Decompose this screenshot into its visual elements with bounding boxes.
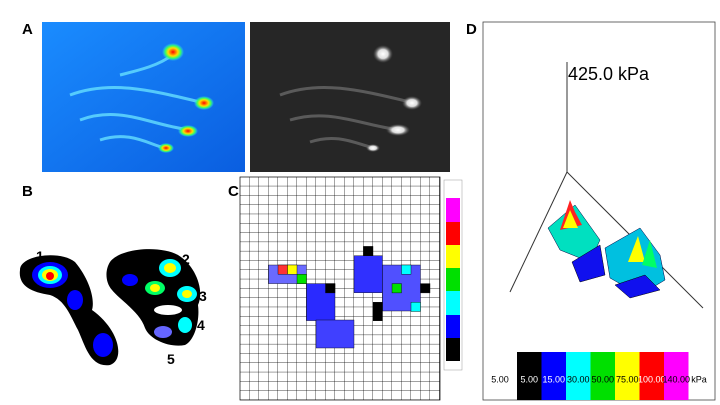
blob: [178, 317, 192, 333]
cell: [401, 264, 412, 275]
streak: [69, 85, 201, 104]
cell: [391, 283, 402, 294]
colorbar-cell: [446, 222, 460, 245]
pressure-map: [19, 249, 201, 366]
peak-label: 425.0 kPa: [568, 64, 650, 84]
hotspot: [178, 125, 198, 137]
cell: [363, 246, 374, 256]
scale-label: 15.00: [542, 374, 565, 384]
colorbar-cell: [446, 198, 460, 222]
hotspot: [162, 43, 184, 61]
cell: [277, 264, 288, 275]
image-bg: [250, 22, 450, 172]
colorbar-cell: [446, 268, 460, 291]
scale-unit: kPa: [691, 374, 707, 384]
grayscale-image: [250, 22, 450, 172]
panel-label: A: [22, 21, 33, 38]
cell: [372, 302, 383, 322]
spot: [402, 96, 422, 110]
cell: [296, 274, 307, 284]
blob: [93, 333, 113, 357]
grid-colorbar: [443, 179, 463, 371]
streak: [279, 85, 411, 104]
colorbar-cell: [446, 338, 460, 361]
plot-frame: [482, 21, 716, 401]
cell: [410, 302, 421, 312]
region-label: 1: [36, 248, 44, 264]
colorbar-cell: [446, 245, 460, 268]
region-labels: 1 2 3 4 5: [36, 248, 207, 367]
blob: [154, 326, 172, 338]
spot: [366, 144, 380, 152]
surface: [628, 236, 645, 262]
hotspot: [158, 143, 174, 153]
spot: [373, 45, 393, 63]
surface: [614, 274, 661, 299]
sensor-cells: [268, 246, 431, 349]
scale-min-label: 5.00: [491, 374, 509, 384]
scale-label: 30.00: [567, 374, 590, 384]
cell: [287, 264, 298, 275]
scale-swatch: [517, 352, 542, 400]
scale-label: 5.00: [520, 374, 538, 384]
cell: [325, 283, 336, 294]
3d-surface: [547, 200, 666, 299]
scale-label: 50.00: [591, 374, 614, 384]
scale-swatch: [590, 352, 615, 400]
blob: [67, 290, 83, 310]
scale-label: 75.00: [616, 374, 639, 384]
scale-swatch: [664, 352, 689, 400]
surface: [642, 240, 657, 268]
region-label: 5: [167, 351, 175, 367]
colorbar-cell: [446, 315, 460, 338]
blob: [122, 274, 138, 286]
scale-swatch: [615, 352, 640, 400]
colorbar-cell: [446, 291, 460, 315]
thermal-image: [42, 22, 245, 172]
panel-label: B: [22, 183, 33, 200]
spot: [386, 124, 410, 136]
cell: [420, 283, 431, 294]
scale-label: 100.00: [638, 374, 666, 384]
axis-line: [509, 171, 568, 293]
image-bg: [42, 22, 245, 172]
surface: [571, 244, 606, 283]
hotspot: [194, 96, 214, 110]
scale-swatch: [639, 352, 664, 400]
streak: [79, 113, 191, 132]
cell-group: [315, 319, 355, 349]
region-label: 4: [197, 317, 205, 333]
blob: [154, 305, 182, 315]
scale-swatch: [541, 352, 566, 400]
surface: [563, 210, 578, 228]
blob: [182, 290, 192, 298]
region-label: 2: [182, 251, 190, 267]
blob: [150, 284, 160, 292]
blob: [46, 272, 54, 280]
scale-swatch: [566, 352, 591, 400]
blob: [164, 263, 176, 273]
cell-group: [353, 255, 383, 293]
panel-label: C: [228, 183, 239, 200]
panel-label: D: [466, 21, 477, 38]
scale-label: 140.00: [662, 374, 690, 384]
region-label: 3: [199, 288, 207, 304]
